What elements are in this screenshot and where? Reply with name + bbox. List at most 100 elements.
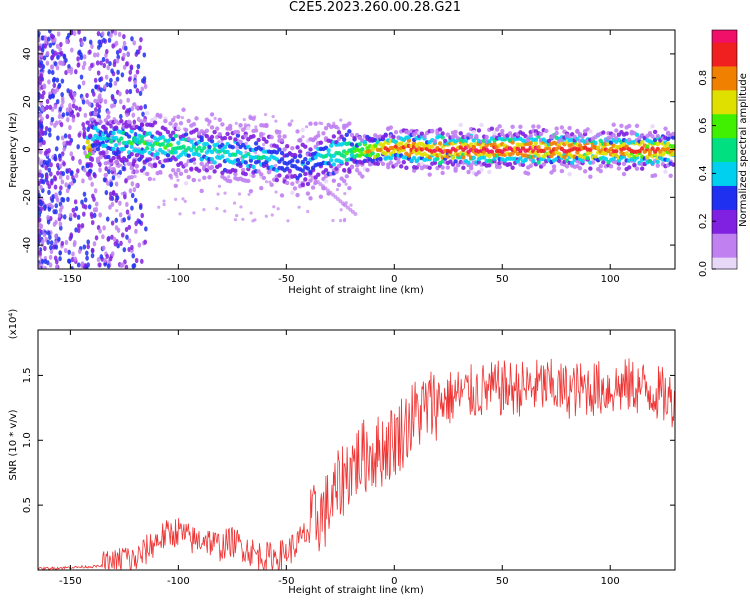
heatmap-cell (266, 169, 272, 175)
heatmap-cell (130, 205, 134, 211)
heatmap-cell (51, 77, 56, 83)
colorbar-segment (712, 261, 737, 266)
heatmap-cell (40, 116, 44, 122)
heatmap-cell (411, 155, 417, 161)
heatmap-cell (81, 80, 86, 86)
heatmap-cell (76, 62, 81, 68)
heatmap-cell (445, 132, 451, 137)
heatmap-cell (492, 131, 497, 136)
heatmap-cell (235, 145, 239, 149)
heatmap-cell (557, 158, 562, 164)
heatmap-cell (83, 112, 88, 118)
heatmap-cell (616, 161, 622, 166)
colorbar-segment (712, 237, 737, 242)
heatmap-cell (663, 126, 668, 131)
line-y-tick-label: 0.5 (22, 497, 33, 513)
heatmap-cell (536, 153, 541, 158)
heatmap-cell (110, 251, 115, 257)
heatmap-cell (133, 131, 138, 138)
colorbar-segment (712, 265, 737, 270)
heatmap-cell (349, 142, 355, 147)
heatmap-cell (132, 102, 137, 107)
heatmap-cell (43, 265, 47, 269)
heatmap-cell (338, 219, 343, 223)
heatmap-y-tick-label: 40 (22, 48, 33, 61)
heatmap-cell (93, 143, 98, 148)
heatmap-cell (106, 154, 111, 160)
heatmap-cell (93, 188, 98, 194)
colorbar-segment (712, 85, 737, 91)
heatmap-cell (158, 169, 163, 175)
heatmap-cell (282, 134, 287, 139)
heatmap-cell (225, 149, 230, 155)
heatmap-cell (76, 214, 81, 220)
heatmap-cell (104, 74, 109, 80)
heatmap-cell (99, 97, 104, 103)
heatmap-cell (341, 137, 347, 142)
heatmap-cell (102, 245, 106, 251)
colorbar-frame (711, 29, 738, 270)
heatmap-cell (487, 139, 492, 144)
heatmap-cell (209, 164, 215, 170)
heatmap-cell (38, 106, 41, 112)
heatmap-cell (110, 103, 114, 109)
heatmap-cell (94, 201, 99, 207)
heatmap-cell (593, 140, 598, 146)
heatmap-cell (62, 214, 67, 220)
heatmap-cell (128, 188, 133, 194)
heatmap-cell (246, 126, 251, 131)
heatmap-cell (173, 171, 178, 176)
heatmap-cell (510, 124, 515, 129)
heatmap-cell (135, 182, 139, 189)
heatmap-cell (103, 172, 109, 178)
heatmap-cell (68, 124, 72, 131)
heatmap-cell (254, 125, 258, 129)
colorbar-segment (712, 41, 737, 47)
heatmap-cell (259, 185, 264, 191)
heatmap-cell (437, 127, 443, 132)
heatmap-cell (494, 127, 500, 132)
heatmap-cell (163, 118, 168, 124)
heatmap-cell (331, 162, 337, 167)
heatmap-cell (204, 133, 210, 139)
heatmap-cell (85, 120, 90, 125)
heatmap-cell (176, 178, 180, 182)
heatmap-cell (152, 120, 158, 125)
heatmap-cell (168, 121, 173, 126)
heatmap-cell (158, 131, 163, 137)
heatmap-cell (41, 90, 46, 96)
heatmap-cell (204, 162, 210, 167)
heatmap-cell (461, 165, 466, 171)
line-x-tick-label: -150 (59, 576, 82, 587)
heatmap-cell (104, 189, 109, 196)
heatmap-cell (127, 213, 132, 217)
heatmap-x-tick-label: 0 (391, 274, 397, 285)
heatmap-cell (621, 171, 627, 177)
heatmap-cell (339, 118, 343, 122)
heatmap-cell (479, 167, 484, 172)
heatmap-cell (129, 175, 134, 180)
colorbar-segment (712, 201, 737, 206)
heatmap-cell (54, 259, 59, 265)
heatmap-cell (189, 166, 194, 172)
heatmap-cell (544, 128, 549, 134)
heatmap-cell (88, 147, 93, 152)
heatmap-cell (290, 181, 295, 187)
heatmap-cell (461, 155, 466, 160)
heatmap-cell (152, 157, 156, 161)
heatmap-cell (82, 211, 86, 217)
heatmap-cell (58, 153, 62, 159)
heatmap-cell (303, 177, 308, 182)
heatmap-cell (440, 170, 445, 176)
heatmap-cell (116, 243, 120, 249)
colorbar-segment (712, 133, 737, 139)
heatmap-cell (247, 192, 251, 197)
heatmap-cell (133, 79, 137, 86)
heatmap-cell (58, 190, 62, 196)
heatmap-cell (318, 140, 324, 145)
heatmap-cell (274, 150, 280, 155)
heatmap-cell (601, 160, 606, 165)
heatmap-cell (639, 133, 645, 138)
heatmap-cell (173, 122, 178, 127)
heatmap-cell (60, 204, 64, 210)
